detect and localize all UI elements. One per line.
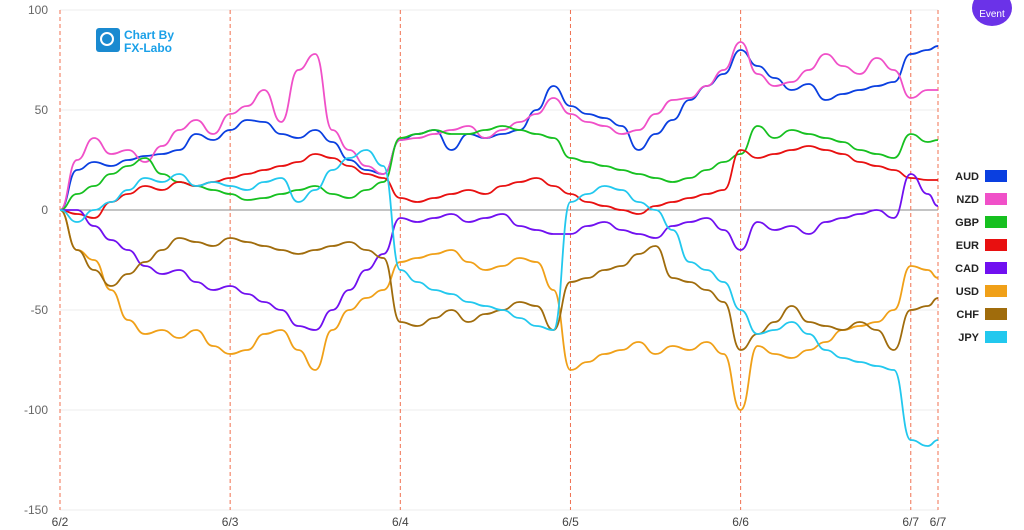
series-line-gbp (59, 125, 939, 211)
series-lines (59, 41, 939, 447)
y-tick-label: -100 (24, 403, 48, 417)
series-line-eur (59, 145, 938, 219)
x-tick-label: 6/7 (902, 515, 919, 529)
series-line-aud (59, 45, 939, 211)
y-tick-label: 100 (28, 3, 48, 17)
legend-label-usd: USD (956, 286, 979, 298)
x-tick-label: 6/4 (392, 515, 409, 529)
legend-swatch-chf[interactable] (985, 308, 1007, 320)
series-line-usd (59, 209, 939, 411)
legend-swatch-cad[interactable] (985, 262, 1007, 274)
legend-label-jpy: JPY (958, 332, 979, 344)
legend-swatch-aud[interactable] (985, 170, 1007, 182)
legend-swatch-gbp[interactable] (985, 216, 1007, 228)
legend-label-nzd: NZD (956, 194, 979, 206)
series-line-nzd (59, 41, 938, 211)
x-tick-label: 6/2 (52, 515, 69, 529)
logo-line2: FX-Labo (124, 41, 172, 55)
logo-icon (96, 28, 120, 52)
magnifier-icon (100, 32, 114, 46)
legend-swatch-usd[interactable] (985, 285, 1007, 297)
legend-label-gbp: GBP (955, 217, 979, 229)
legend-label-eur: EUR (956, 240, 979, 252)
x-tick-label: 6/3 (222, 515, 239, 529)
legend-swatch-nzd[interactable] (985, 193, 1007, 205)
y-tick-label: -50 (31, 303, 49, 317)
event-button-label: Event (979, 9, 1005, 20)
y-tick-label: 50 (35, 103, 49, 117)
legend-swatch-eur[interactable] (985, 239, 1007, 251)
logo: Chart By FX-Labo (96, 28, 174, 55)
y-tick-label: -150 (24, 503, 48, 517)
logo-line1: Chart By (124, 28, 174, 42)
legend-label-aud: AUD (955, 171, 979, 183)
x-tick-label: 6/5 (562, 515, 579, 529)
x-tick-label: 6/6 (732, 515, 749, 529)
legend-label-chf: CHF (956, 309, 979, 321)
legend: AUD NZD GBP EUR CAD USD CHF JPY (955, 170, 1007, 344)
legend-swatch-jpy[interactable] (985, 331, 1007, 343)
y-tick-label: 0 (41, 203, 48, 217)
series-line-jpy (59, 149, 939, 447)
x-tick-label: 6/7 (930, 515, 947, 529)
grid-layer: 100 50 0 -50 -100 -150 6/2 6/3 6/4 6/5 6/6 6/7 6/7 (24, 3, 947, 529)
series-line-cad (59, 173, 939, 331)
legend-label-cad: CAD (955, 263, 979, 275)
